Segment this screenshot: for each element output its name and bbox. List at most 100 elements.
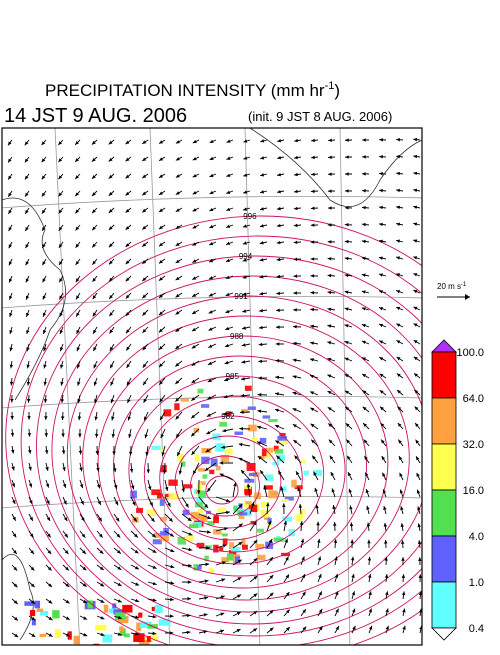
wind-arrowhead xyxy=(310,274,314,277)
wind-arrowhead xyxy=(258,376,262,379)
wind-arrowhead xyxy=(9,313,12,317)
precip-cell xyxy=(197,565,202,570)
wind-arrowhead xyxy=(147,469,150,473)
wind-arrowhead xyxy=(259,275,263,278)
colorbar-under xyxy=(432,628,456,640)
precip-cell xyxy=(222,533,228,536)
wind-arrowhead xyxy=(350,522,353,526)
wind-arrowhead xyxy=(220,630,224,633)
wind-arrowhead xyxy=(294,257,298,260)
wind-arrowhead xyxy=(396,223,400,226)
wind-arrowhead xyxy=(159,226,163,229)
precip-cell xyxy=(197,389,203,394)
wind-arrowhead xyxy=(300,521,303,525)
coastline xyxy=(250,128,422,207)
wind-arrowhead xyxy=(220,613,224,616)
wind-arrowhead xyxy=(350,539,353,543)
wind-arrowhead xyxy=(260,470,263,474)
wind-arrowhead xyxy=(26,330,29,334)
title-end: ) xyxy=(334,81,340,100)
wind-arrowhead xyxy=(258,360,262,363)
colorbar-band xyxy=(432,352,456,398)
wind-arrowhead xyxy=(112,451,115,455)
wind-arrowhead xyxy=(413,256,417,259)
precip-cell xyxy=(211,459,218,467)
vector-key-arrow xyxy=(437,294,470,300)
wind-arrowhead xyxy=(349,489,352,493)
wind-arrowhead xyxy=(367,540,370,544)
wind-arrowhead xyxy=(379,307,383,310)
wind-arrowhead xyxy=(203,630,207,633)
wind-arrowhead xyxy=(414,357,418,360)
wind-arrowhead xyxy=(293,325,297,328)
wind-arrowhead xyxy=(110,330,113,334)
precip-cell xyxy=(160,499,165,506)
precip-cell xyxy=(304,471,309,476)
wind-arrowhead xyxy=(294,241,298,244)
wind-arrowhead xyxy=(277,173,281,176)
wind-arrowhead xyxy=(397,373,401,377)
precip-cell xyxy=(295,514,302,522)
wind-arrowhead xyxy=(204,596,208,599)
wind-arrowhead xyxy=(384,540,387,544)
wind-arrowhead xyxy=(29,483,32,487)
isobar-label: 996 xyxy=(243,212,257,221)
wind-arrowhead xyxy=(187,597,191,600)
wind-arrowhead xyxy=(42,210,46,214)
wind-arrowhead xyxy=(225,327,229,330)
wind-arrowhead xyxy=(311,257,315,260)
wind-arrowhead xyxy=(142,175,146,179)
precip-cell xyxy=(198,468,205,471)
coastline xyxy=(2,554,33,640)
wind-arrowhead xyxy=(294,156,298,159)
wind-arrowhead xyxy=(347,456,350,460)
precip-cell xyxy=(35,601,40,609)
wind-arrowhead xyxy=(25,193,28,197)
wind-arrowhead xyxy=(27,365,30,369)
wind-arrowhead xyxy=(135,599,139,602)
precip-cell xyxy=(231,547,241,552)
wind-arrowhead xyxy=(10,365,13,369)
wind-arrowhead xyxy=(77,364,80,368)
precip-cell xyxy=(119,626,124,631)
wind-arrowhead xyxy=(328,257,332,260)
precip-cell xyxy=(224,449,232,455)
wind-arrowhead xyxy=(294,139,298,142)
wind-arrowhead xyxy=(396,206,400,209)
grid-line xyxy=(150,128,170,650)
wind-arrowhead xyxy=(396,138,400,141)
wind-arrowhead xyxy=(259,343,263,346)
wind-arrowhead xyxy=(45,467,48,471)
wind-arrowhead xyxy=(368,574,371,578)
colorbar-label: 32.0 xyxy=(463,439,484,451)
wind-arrowhead xyxy=(317,539,320,543)
wind-arrowhead xyxy=(349,505,352,509)
wind-arrowhead xyxy=(135,550,139,553)
precip-cell xyxy=(52,610,59,618)
precip-cell xyxy=(219,422,227,427)
wind-arrowhead xyxy=(44,382,47,386)
precip-cell xyxy=(301,460,306,464)
wind-arrowhead xyxy=(126,347,130,351)
init-time: (init. 9 JST 8 AUG. 2006) xyxy=(248,109,392,124)
precip-cell xyxy=(115,612,125,620)
precip-cell xyxy=(140,624,148,628)
colorbar-band xyxy=(432,536,456,582)
precip-cell xyxy=(275,449,284,454)
wind-arrowhead xyxy=(93,295,96,299)
wind-arrowhead xyxy=(310,375,314,378)
wind-arrowhead xyxy=(275,392,279,395)
wind-arrowhead xyxy=(143,381,146,385)
colorbar-label: 4.0 xyxy=(469,531,484,543)
wind-arrowhead xyxy=(225,344,229,347)
colorbar-band xyxy=(432,398,456,444)
wind-arrowhead xyxy=(222,561,226,564)
wind-arrowhead xyxy=(379,223,383,226)
wind-arrowhead xyxy=(277,139,281,142)
wind-arrowhead xyxy=(277,156,281,159)
isobar xyxy=(83,316,410,600)
precip-cell xyxy=(282,516,292,521)
precip-cell xyxy=(263,415,271,418)
precip-cell xyxy=(268,419,277,422)
wind-arrowhead xyxy=(413,172,417,175)
